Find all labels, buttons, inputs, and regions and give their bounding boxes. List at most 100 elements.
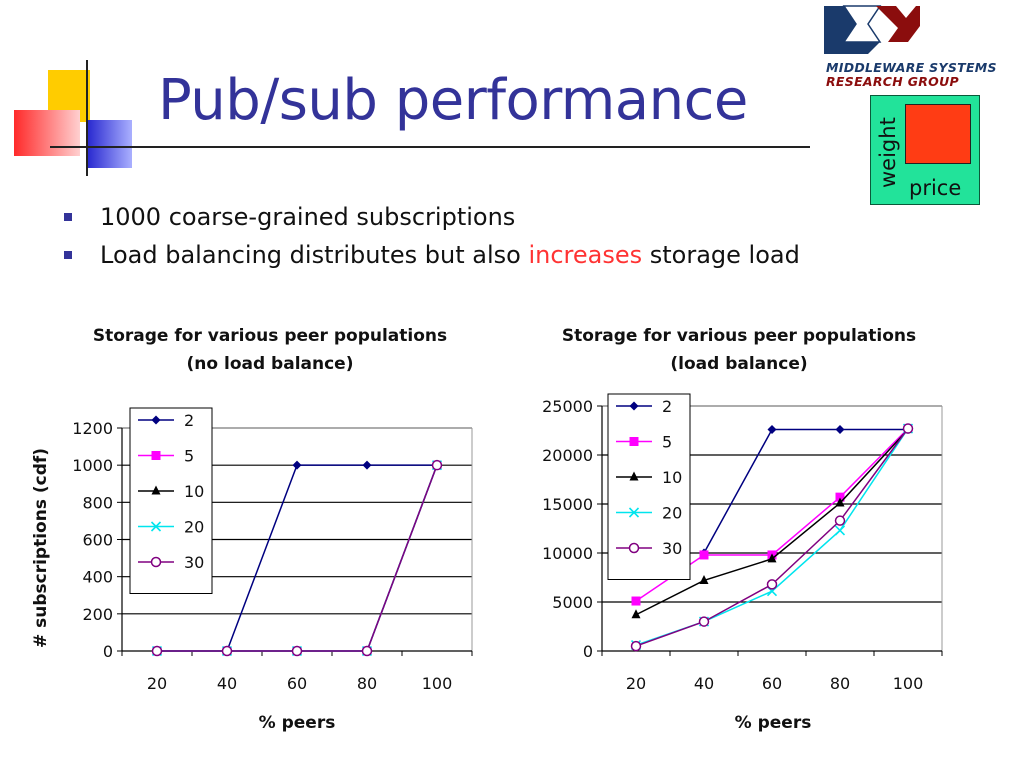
legend-marker <box>151 451 161 460</box>
y-tick-label: 400 <box>82 568 113 587</box>
data-point <box>699 574 709 584</box>
bullet-square-icon <box>64 213 72 221</box>
legend-label: 30 <box>662 539 682 558</box>
y-tick-label: 1200 <box>72 419 113 438</box>
legend-marker <box>151 485 161 495</box>
y-tick-label: 0 <box>103 642 113 661</box>
weight-price-box: weight price <box>870 95 980 205</box>
legend-label: 5 <box>184 447 194 466</box>
data-point <box>835 497 845 507</box>
legend-label: 2 <box>184 411 194 430</box>
legend-marker <box>628 507 640 518</box>
weight-label: weight <box>876 117 900 188</box>
data-point <box>902 423 914 434</box>
chart-subtitle: (load balance) <box>670 354 807 374</box>
data-point <box>630 640 642 652</box>
legend-label: 20 <box>662 504 682 523</box>
data-point <box>291 645 303 657</box>
data-point <box>699 550 709 560</box>
data-point <box>698 616 710 627</box>
x-tick-label: 80 <box>357 674 377 693</box>
chart-no-load-balance: Storage for various peer populations (no… <box>31 326 473 733</box>
msrg-logo-mark <box>824 5 920 54</box>
data-point <box>631 609 641 619</box>
legend: 2 5 10 20 30 <box>607 393 691 580</box>
legend-marker <box>629 401 639 411</box>
slide-title: Pub/sub performance <box>158 68 748 133</box>
data-point <box>361 645 373 657</box>
data-point <box>835 492 845 502</box>
legend-label: 30 <box>184 553 204 572</box>
x-tick-label: 60 <box>762 674 782 693</box>
deco-blue-square <box>88 120 132 168</box>
data-point <box>631 596 641 606</box>
price-square <box>905 104 971 164</box>
bullet-item: Load balancing distributes but also incr… <box>62 238 800 276</box>
legend-label: 5 <box>662 433 672 452</box>
price-label: price <box>909 176 962 200</box>
chart-title: Storage for various peer populations <box>93 326 447 346</box>
data-point <box>766 579 778 590</box>
bullet-list: 1000 coarse-grained subscriptions Load b… <box>62 200 800 276</box>
bullet-text: 1000 coarse-grained subscriptions <box>100 203 516 231</box>
bullet-highlight: increases <box>528 241 643 269</box>
x-tick-label: 40 <box>694 674 714 693</box>
legend-marker <box>151 415 161 425</box>
y-tick-label: 1000 <box>72 456 113 475</box>
x-axis-label: % peers <box>259 713 336 733</box>
series-30 <box>630 423 914 652</box>
data-point <box>767 425 777 435</box>
legend-label: 10 <box>662 468 682 487</box>
legend-marker <box>629 437 639 446</box>
bullet-text: Load balancing distributes but also <box>100 241 529 269</box>
bullet-item: 1000 coarse-grained subscriptions <box>62 200 800 238</box>
legend-label: 10 <box>184 482 204 501</box>
y-axis-label: # subscriptions (cdf) <box>31 448 51 648</box>
series-2 <box>699 425 913 558</box>
data-point <box>221 645 233 657</box>
logo-text-line1: MIDDLEWARE SYSTEMS <box>826 60 997 75</box>
data-point <box>151 645 163 657</box>
legend-marker <box>629 471 639 481</box>
y-tick-label: 20000 <box>542 446 593 465</box>
bullet-text-after: storage load <box>642 241 800 269</box>
data-point <box>835 425 845 435</box>
chart-load-balance: Storage for various peer populations (lo… <box>542 326 943 733</box>
x-axis-label: % peers <box>735 713 812 733</box>
x-tick-label: 80 <box>830 674 850 693</box>
x-tick-label: 20 <box>626 674 646 693</box>
legend-label: 2 <box>662 397 672 416</box>
y-tick-label: 600 <box>82 531 113 550</box>
data-point <box>431 459 443 471</box>
data-point <box>767 553 777 563</box>
logo-text-line2: RESEARCH GROUP <box>826 74 960 89</box>
x-tick-label: 40 <box>217 674 237 693</box>
data-point <box>834 515 846 526</box>
bullet-square-icon <box>64 251 72 259</box>
legend: 2 5 10 20 30 <box>129 407 213 594</box>
chart-subtitle: (no load balance) <box>187 354 354 374</box>
deco-vertical-line <box>86 60 88 176</box>
y-tick-label: 5000 <box>552 593 593 612</box>
deco-red-square <box>14 110 80 156</box>
y-tick-label: 0 <box>583 642 593 661</box>
chart-title: Storage for various peer populations <box>562 326 916 346</box>
series-30 <box>151 459 443 657</box>
x-tick-label: 100 <box>893 674 924 693</box>
y-tick-label: 200 <box>82 605 113 624</box>
y-tick-label: 10000 <box>542 544 593 563</box>
legend-label: 20 <box>184 518 204 537</box>
series-line <box>703 428 908 554</box>
msrg-logo: MIDDLEWARE SYSTEMS RESEARCH GROUP <box>822 4 1018 90</box>
legend-marker <box>628 542 640 554</box>
legend-marker <box>150 521 162 532</box>
title-rule <box>50 146 810 148</box>
data-point <box>362 460 372 470</box>
y-tick-label: 15000 <box>542 495 593 514</box>
y-tick-label: 800 <box>82 493 113 512</box>
data-point <box>834 525 846 536</box>
legend-marker <box>150 556 162 568</box>
x-tick-label: 60 <box>287 674 307 693</box>
x-tick-label: 100 <box>422 674 453 693</box>
y-tick-label: 25000 <box>542 397 593 416</box>
